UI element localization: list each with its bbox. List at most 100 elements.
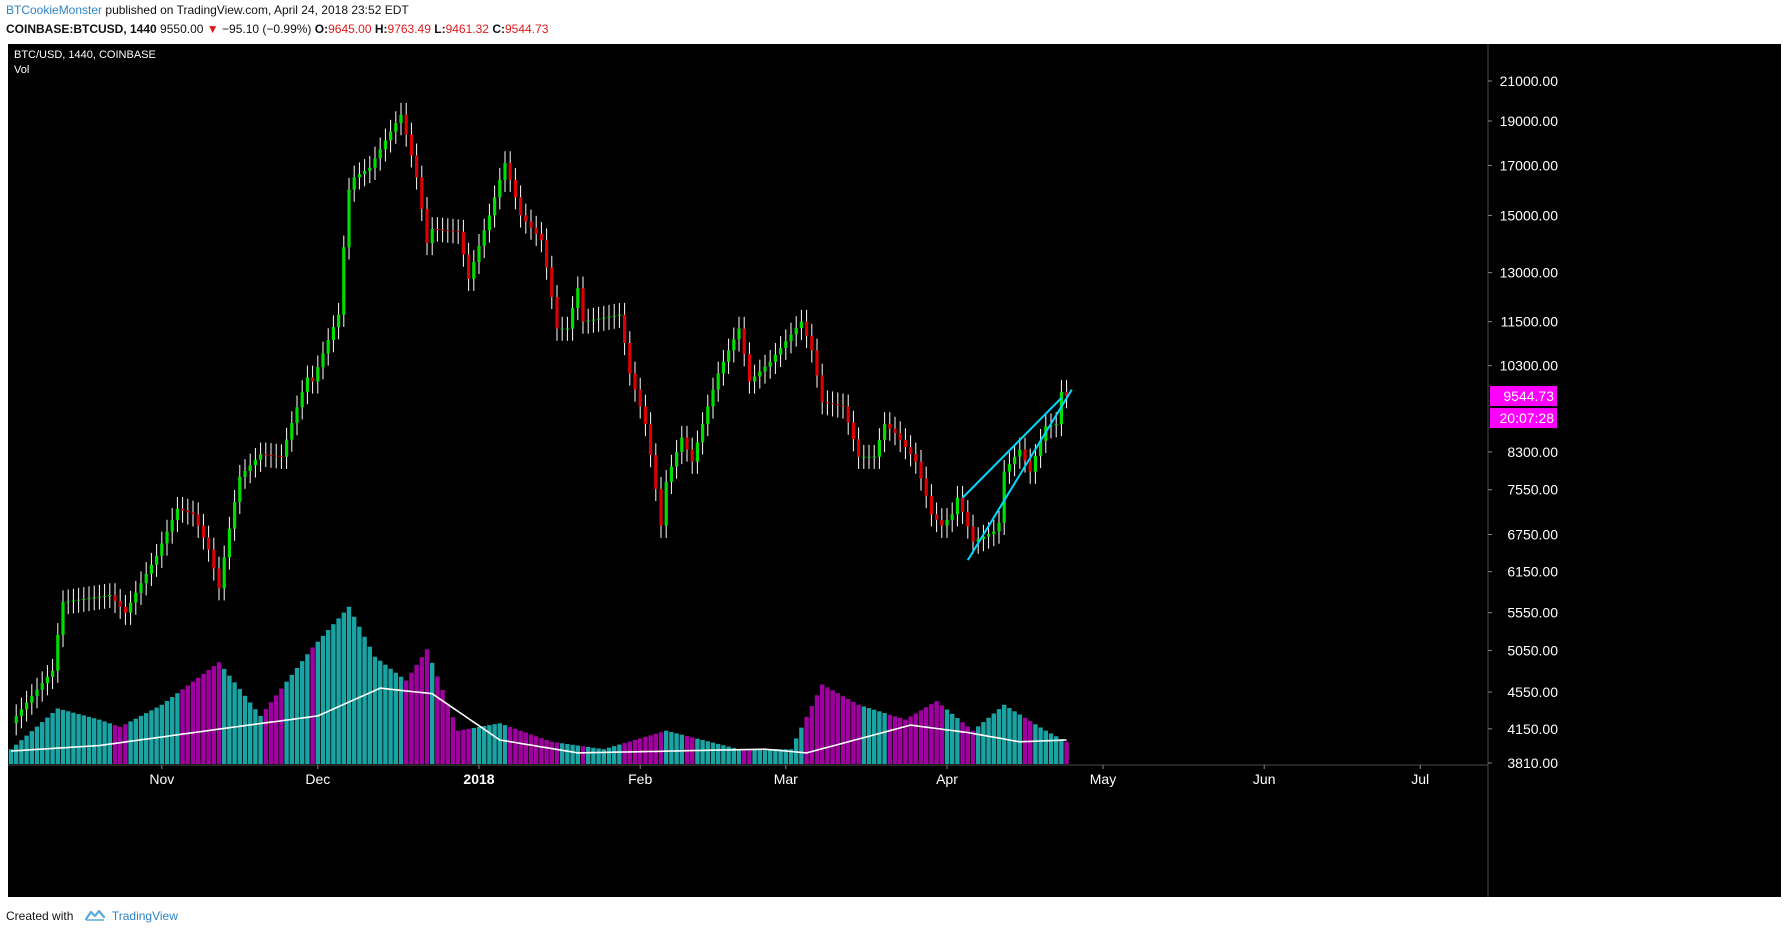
candle-down — [914, 454, 918, 462]
volume-bar — [612, 746, 617, 764]
price-chart[interactable]: 21000.00 19000.00 17000.00 15000.00 13000.00… — [8, 44, 1781, 897]
candle-up — [331, 327, 335, 341]
candle-up — [560, 328, 564, 330]
candle-up — [97, 596, 101, 598]
candle-up — [565, 328, 569, 330]
volume-bar — [580, 746, 586, 764]
y-tick-label: 5050.00 — [1507, 642, 1558, 658]
author-link[interactable]: BTCookieMonster — [6, 3, 103, 17]
candle-down — [519, 197, 523, 216]
volume-bar — [950, 713, 955, 764]
candle-down — [815, 350, 819, 376]
volume-bar — [575, 745, 580, 764]
volume-bar — [840, 696, 846, 764]
candle-up — [586, 320, 590, 322]
symbol-label: COINBASE:BTCUSD, 1440 — [6, 22, 157, 36]
tradingview-brand-link[interactable]: TradingView — [111, 909, 178, 923]
volume-bar — [747, 749, 752, 764]
candle-up — [326, 340, 330, 354]
volume-bar — [721, 745, 726, 764]
volume-bar — [383, 664, 388, 764]
volume-bar — [924, 707, 929, 764]
x-tick-label: Jul — [1411, 771, 1429, 787]
candle-up — [337, 314, 341, 328]
volume-bar — [419, 657, 424, 764]
volume-bar — [170, 697, 175, 764]
candle-up — [768, 361, 772, 367]
candle-down — [446, 230, 450, 232]
x-tick-label: Apr — [936, 771, 958, 787]
candle-up — [706, 406, 710, 425]
candle-down — [274, 455, 278, 457]
volume-bar — [653, 733, 658, 764]
candle-down — [508, 163, 512, 180]
trendline-channel-lower[interactable] — [966, 389, 1073, 561]
volume-bar — [279, 688, 284, 764]
candle-down — [633, 373, 637, 390]
volume-bar — [872, 709, 877, 764]
candle-up — [695, 442, 699, 462]
volume-bar — [1012, 711, 1017, 764]
candle-up — [1049, 425, 1053, 427]
volume-bar — [128, 721, 133, 764]
candle-down — [415, 155, 419, 178]
candle-up — [144, 573, 148, 584]
candle-up — [493, 197, 497, 216]
price-badge-value: 9544.73 — [1503, 388, 1554, 404]
low-value: 9461.32 — [445, 22, 489, 36]
candle-up — [945, 519, 949, 526]
volume-bar — [1017, 714, 1022, 764]
candle-down — [404, 114, 408, 135]
y-tick-label: 6150.00 — [1507, 564, 1558, 580]
volume-bar — [461, 729, 466, 764]
candle-up — [71, 600, 75, 602]
candle-up — [253, 459, 257, 466]
volume-bar — [534, 736, 539, 764]
volume-bar — [606, 747, 612, 764]
candle-up — [378, 149, 382, 159]
trendline-channel-upper[interactable] — [961, 397, 1063, 499]
candle-up — [149, 564, 153, 574]
volume-bar — [695, 738, 700, 764]
candle-down — [196, 514, 200, 526]
candle-down — [207, 537, 211, 550]
volume-bar — [357, 626, 362, 764]
candle-down — [966, 511, 970, 527]
candle-down — [893, 428, 897, 434]
volume-bar — [466, 728, 471, 764]
volume-bar — [346, 606, 352, 764]
candle-down — [409, 134, 413, 156]
volume-bar — [388, 668, 393, 764]
y-tick-label: 6750.00 — [1507, 526, 1558, 542]
chart-area[interactable]: 21000.00 19000.00 17000.00 15000.00 13000.00… — [8, 44, 1781, 897]
volume-bar — [846, 698, 851, 764]
volume-bar — [201, 673, 206, 764]
candle-up — [472, 262, 476, 279]
candle-down — [659, 488, 663, 526]
volume-bar — [1007, 708, 1012, 764]
volume-bar — [549, 741, 554, 764]
candle-down — [118, 600, 122, 607]
candle-up — [997, 522, 1001, 532]
candle-up — [155, 555, 159, 565]
candle-up — [134, 592, 138, 603]
x-tick-label: May — [1090, 771, 1116, 787]
candle-up — [987, 534, 991, 537]
volume-bar — [523, 732, 528, 764]
candle-up — [30, 696, 34, 703]
publish-info: BTCookieMonster published on TradingView… — [6, 3, 409, 17]
volume-bar — [658, 732, 664, 764]
volume-bar — [1028, 720, 1033, 764]
volume-bar — [211, 666, 216, 764]
volume-bar — [404, 680, 409, 764]
candle-up — [222, 557, 226, 589]
y-tick-label: 17000.00 — [1500, 157, 1559, 173]
volume-bar — [643, 736, 648, 764]
candle-down — [191, 512, 195, 515]
volume-bar — [300, 661, 305, 764]
candle-up — [981, 536, 985, 540]
candle-down — [201, 525, 205, 538]
candle-down — [212, 549, 216, 569]
candle-up — [77, 599, 81, 601]
candle-up — [571, 307, 575, 329]
